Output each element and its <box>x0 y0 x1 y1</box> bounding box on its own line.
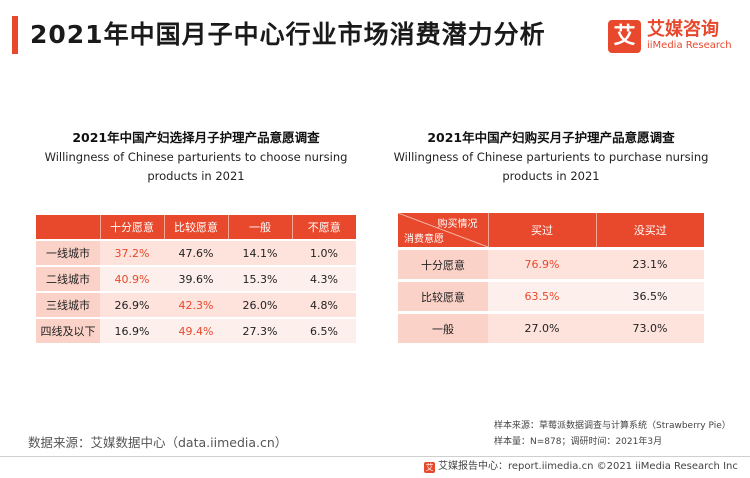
iimedia-logo: 艾 艾媒咨询 iiMedia Research <box>608 20 738 56</box>
row-label: 十分愿意 <box>398 247 488 281</box>
table-cell: 47.6% <box>164 239 228 266</box>
row-label: 四线及以下 <box>36 317 100 343</box>
row-label: 一线城市 <box>36 239 100 266</box>
table-cell: 76.9% <box>488 247 596 281</box>
table-cell: 73.0% <box>596 311 704 343</box>
corner-label-purchase: 购买情况 <box>437 219 478 230</box>
table-header-row: 十分愿意 比较愿意 一般 不愿意 <box>36 215 356 240</box>
chart1-subtitle-line2: products in 2021 <box>147 169 245 183</box>
column-header: 比较愿意 <box>164 215 229 240</box>
logo-text-cn: 艾媒咨询 <box>647 19 719 40</box>
column-header: 十分愿意 <box>100 215 165 240</box>
chart2-subtitle-line2: products in 2021 <box>502 169 600 183</box>
table-cell: 15.3% <box>228 265 292 292</box>
table-cell: 40.9% <box>100 265 164 292</box>
column-header: 没买过 <box>596 213 704 249</box>
logo-text-en: iiMedia Research <box>647 40 732 51</box>
table-corner-cell: 购买情况 消费意愿 <box>398 213 489 249</box>
table-cell: 49.4% <box>164 317 228 343</box>
chart2-title-block: 2021年中国产妇购买月子护理产品意愿调查 Willingness of Chi… <box>378 128 724 186</box>
table-row: 一线城市 37.2% 47.6% 14.1% 1.0% <box>36 239 356 266</box>
chart1-subtitle-line1: Willingness of Chinese parturients to ch… <box>44 150 348 164</box>
table-cell: 4.8% <box>292 291 356 318</box>
table-cell: 42.3% <box>164 291 228 318</box>
footer-divider <box>0 456 750 457</box>
table-cell: 39.6% <box>164 265 228 292</box>
table-cell: 37.2% <box>100 239 164 266</box>
diagonal-divider <box>398 213 487 247</box>
table-row: 比较愿意 63.5% 36.5% <box>398 279 704 313</box>
table-cell: 4.3% <box>292 265 356 292</box>
purchase-willingness-table: 购买情况 消费意愿 买过 没买过 十分愿意 76.9% 23.1% 比较愿意 63.5%… <box>398 213 704 343</box>
footer-text: 艾媒报告中心：report.iimedia.cn ©2021 iiMedia R… <box>438 461 738 472</box>
table-row: 一般 27.0% 73.0% <box>398 311 704 343</box>
table-cell: 23.1% <box>596 247 704 281</box>
table-cell: 27.3% <box>228 317 292 343</box>
chart2-subtitle-line1: Willingness of Chinese parturients to pu… <box>393 150 709 164</box>
table-cell: 26.0% <box>228 291 292 318</box>
table-cell: 16.9% <box>100 317 164 343</box>
table-cell: 63.5% <box>488 279 596 313</box>
row-label: 一般 <box>398 311 488 343</box>
table-cell: 26.9% <box>100 291 164 318</box>
page-title: 2021年中国月子中心行业市场消费潜力分析 <box>30 20 546 49</box>
row-label: 比较愿意 <box>398 279 488 313</box>
table-header-row: 购买情况 消费意愿 买过 没买过 <box>398 213 704 249</box>
logo-mark-icon: 艾 <box>608 20 641 53</box>
footer: 艾艾媒报告中心：report.iimedia.cn ©2021 iiMedia … <box>424 460 738 474</box>
title-accent-bar <box>12 16 18 54</box>
table-cell: 27.0% <box>488 311 596 343</box>
column-header: 买过 <box>488 213 597 249</box>
corner-label-willingness: 消费意愿 <box>404 234 444 245</box>
chart2-title: 2021年中国产妇购买月子护理产品意愿调查 <box>427 130 675 145</box>
chart1-title-block: 2021年中国产妇选择月子护理产品意愿调查 Willingness of Chi… <box>36 128 356 186</box>
sample-source-note: 样本来源：草莓派数据调查与计算系统（Strawberry Pie） <box>494 421 731 431</box>
sample-size-note: 样本量：N=878；调研时间：2021年3月 <box>494 437 663 447</box>
choose-willingness-table: 十分愿意 比较愿意 一般 不愿意 一线城市 37.2% 47.6% 14.1% 1.0%… <box>36 215 356 343</box>
chart1-title: 2021年中国产妇选择月子护理产品意愿调查 <box>72 130 320 145</box>
table-cell: 14.1% <box>228 239 292 266</box>
table-cell: 6.5% <box>292 317 356 343</box>
report-center-icon: 艾 <box>424 462 435 473</box>
data-source: 数据来源：艾媒数据中心（data.iimedia.cn） <box>28 435 288 450</box>
sample-notes: 样本来源：草莓派数据调查与计算系统（Strawberry Pie） 样本量：N=… <box>494 416 731 452</box>
row-label: 三线城市 <box>36 291 100 318</box>
table-row: 三线城市 26.9% 42.3% 26.0% 4.8% <box>36 291 356 318</box>
table-corner-cell <box>36 215 101 240</box>
row-label: 二线城市 <box>36 265 100 292</box>
column-header: 一般 <box>228 215 293 240</box>
table-cell: 1.0% <box>292 239 356 266</box>
table-row: 十分愿意 76.9% 23.1% <box>398 247 704 281</box>
table-cell: 36.5% <box>596 279 704 313</box>
table-row: 四线及以下 16.9% 49.4% 27.3% 6.5% <box>36 317 356 343</box>
table-row: 二线城市 40.9% 39.6% 15.3% 4.3% <box>36 265 356 292</box>
column-header: 不愿意 <box>292 215 356 240</box>
